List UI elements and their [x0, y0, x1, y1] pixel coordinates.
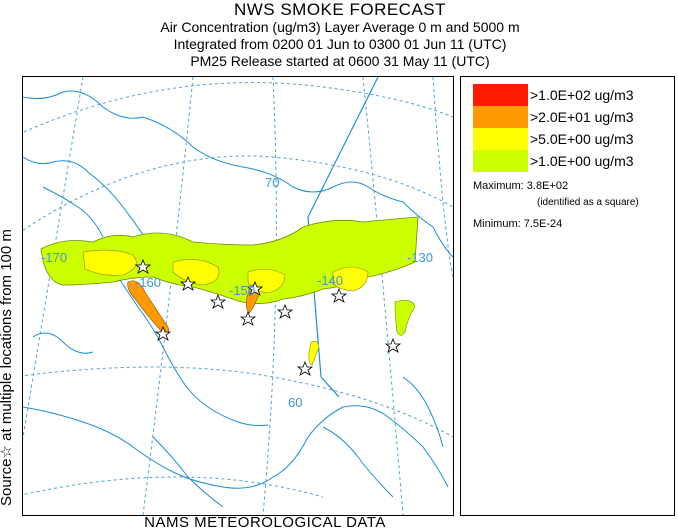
lon-160-label: -160 [135, 275, 161, 290]
release-start: PM25 Release started at 0600 31 May 11 (… [190, 53, 490, 69]
plume-1e0-main [40, 216, 419, 304]
source-star [179, 275, 197, 291]
source-star [209, 293, 227, 309]
border-line-north [307, 77, 379, 218]
source-star [330, 287, 348, 303]
source-side-label: Source☆ at multiple locations from 100 m [0, 74, 18, 514]
coastlines [23, 90, 453, 508]
legend-label: >1.0E+02 ug/m3 [530, 87, 634, 103]
minimum-value: Minimum: 7.5E-24 [473, 218, 563, 230]
plume-5e0-central [172, 259, 220, 286]
lon-140-label: -140 [317, 273, 343, 288]
source-star [276, 303, 294, 319]
source-star [239, 310, 257, 326]
legend-item-20: >2.0E+01 ug/m3 [473, 106, 634, 128]
plume-1e0-southeast [394, 300, 416, 336]
plume-5e0-far-east [332, 266, 369, 292]
source-star [134, 258, 152, 274]
lat-60-label: 60 [288, 395, 302, 410]
legend-label: >5.0E+00 ug/m3 [530, 131, 634, 147]
maximum-value: Maximum: 3.8E+02 [473, 180, 569, 192]
integration-period: Integrated from 0200 01 Jun to 0300 01 J… [173, 36, 507, 52]
legend-label: >1.0E+00 ug/m3 [530, 153, 634, 169]
concentration-subtitle: Air Concentration (ug/m3) Layer Average … [160, 19, 520, 35]
source-star [246, 280, 264, 296]
source-star [296, 360, 314, 376]
legend-label: >2.0E+01 ug/m3 [530, 109, 634, 125]
smoke-map: 70 60 -170 -160 -150 -140 -130 [22, 76, 454, 516]
graticule [23, 77, 453, 515]
plume-5e0-south [308, 340, 320, 366]
legend-swatch-yellow [473, 128, 528, 150]
lat-70-label: 70 [265, 175, 279, 190]
maximum-note: (identified as a square) [537, 197, 639, 208]
legend-item-100: >1.0E+02 ug/m3 [473, 84, 634, 106]
plume-5e0-west [82, 249, 137, 276]
map-canvas: 70 60 -170 -160 -150 -140 -130 [23, 77, 453, 515]
legend-swatch-lime [473, 150, 528, 172]
concentration-legend: >1.0E+02 ug/m3 >2.0E+01 ug/m3 >5.0E+00 u… [460, 76, 675, 516]
legend-item-1: >1.0E+00 ug/m3 [473, 150, 634, 172]
lon-170-label: -170 [41, 250, 67, 265]
source-star [154, 325, 172, 341]
legend-swatch-red [473, 84, 528, 106]
fire-sources [134, 258, 402, 376]
smoke-plumes [40, 216, 419, 366]
legend-item-5: >5.0E+00 ug/m3 [473, 128, 634, 150]
meteorological-data-label: NAMS METEOROLOGICAL DATA [144, 514, 386, 531]
forecast-title: NWS SMOKE FORECAST [233, 0, 447, 19]
legend-swatch-orange [473, 106, 528, 128]
lon-130-label: -130 [407, 250, 433, 265]
source-side-label-text: Source☆ at multiple locations from 100 m [0, 229, 15, 506]
source-star [384, 337, 402, 353]
lon-150-label: -150 [229, 283, 255, 298]
